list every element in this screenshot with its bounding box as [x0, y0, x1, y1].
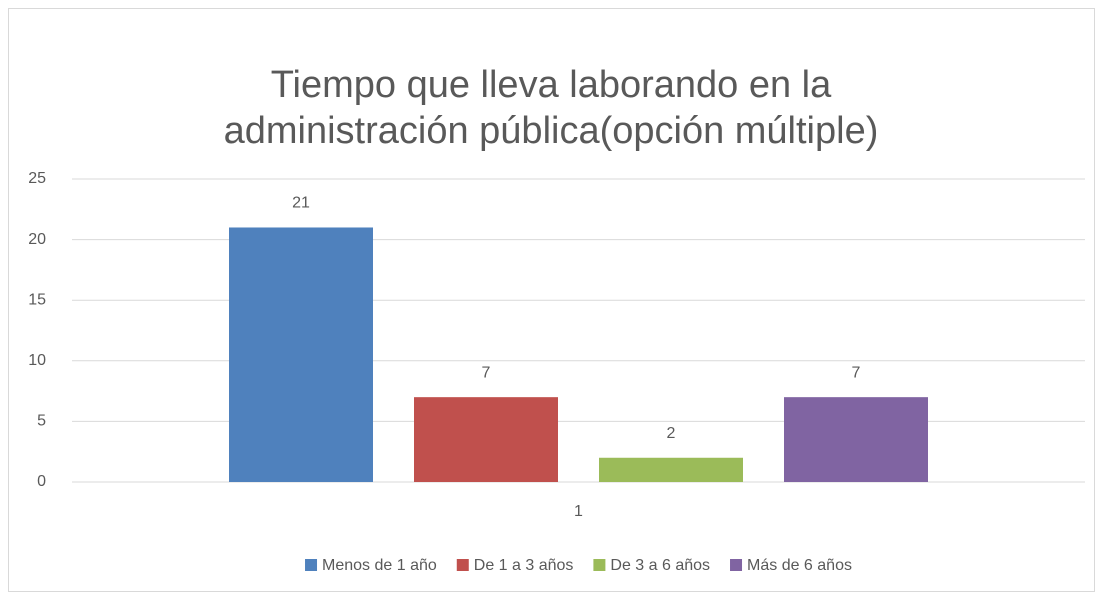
legend-label: Más de 6 años: [747, 557, 852, 574]
legend-swatch: [456, 559, 469, 571]
bar: [229, 227, 373, 482]
x-tick-label: 1: [574, 503, 583, 520]
legend-label: Menos de 1 año: [322, 557, 437, 574]
bar: [599, 457, 743, 482]
legend-swatch: [730, 559, 743, 571]
data-label: 2: [667, 425, 676, 442]
bar: [784, 397, 928, 482]
legend-label: De 3 a 6 años: [610, 557, 710, 574]
y-tick-label: 0: [37, 473, 46, 490]
y-tick-label: 15: [28, 291, 46, 308]
legend-label: De 1 a 3 años: [474, 557, 574, 574]
y-tick-label: 20: [28, 231, 46, 248]
legend-swatch: [305, 559, 318, 571]
legend-swatch: [593, 559, 606, 571]
y-tick-label: 25: [28, 170, 46, 187]
y-tick-label: 10: [28, 352, 46, 369]
data-label: 7: [482, 364, 491, 381]
data-label: 7: [852, 364, 861, 381]
bar: [414, 397, 558, 482]
data-label: 21: [292, 195, 310, 212]
chart-title: Tiempo que lleva laborando en la adminis…: [223, 64, 879, 152]
y-tick-label: 5: [37, 413, 46, 430]
